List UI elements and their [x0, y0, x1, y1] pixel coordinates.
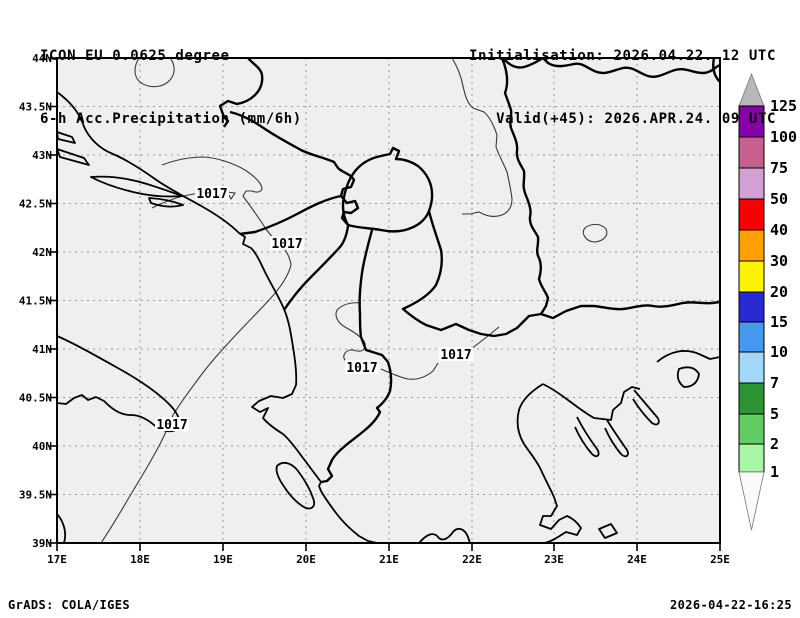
x-tick-label: 22E: [462, 553, 482, 566]
y-tick-label: 43N: [32, 149, 52, 162]
init-time: Initialisation: 2026.04.22. 12 UTC: [469, 48, 776, 64]
isobar-label: 1017: [156, 418, 187, 433]
isobar-label: 1017: [440, 348, 471, 363]
isobar-label: 1017: [271, 237, 302, 252]
creation-timestamp: 2026-04-22-16:25: [670, 598, 792, 612]
colorbar-segment: [738, 105, 765, 138]
colorbar-segment: [738, 198, 765, 231]
axis-ticks: [49, 57, 721, 551]
colorbar-segment: [738, 229, 765, 262]
colorbar-label: 125: [770, 97, 797, 115]
colorbar-label: 10: [770, 343, 788, 361]
colorbar-segment: [738, 260, 765, 293]
colorbar-label: 1: [770, 463, 779, 481]
grads-credit: GrADS: COLA/IGES: [8, 598, 130, 612]
y-tick-label: 42.5N: [19, 198, 52, 211]
isobar-label: 1017: [346, 361, 377, 376]
y-tick-label: 40N: [32, 440, 52, 453]
isobar-label: 1017: [196, 187, 227, 202]
x-axis-labels: 17E 18E 19E 20E 21E 22E 23E 24E 25E: [47, 553, 730, 566]
colorbar-segment: [738, 167, 765, 200]
country-borders: [218, 58, 720, 484]
x-tick-label: 21E: [379, 553, 399, 566]
model-title: ICON EU 0.0625 degree: [40, 48, 230, 64]
colorbar-label: 100: [770, 128, 797, 146]
grid-lines: [57, 58, 720, 543]
y-tick-label: 40.5N: [19, 392, 52, 405]
x-tick-label: 25E: [710, 553, 730, 566]
colorbar-segment: [738, 443, 765, 473]
colorbar-segment: [738, 291, 765, 323]
y-tick-label: 42N: [32, 246, 52, 259]
title-block: ICON EU 0.0625 degree 6-h Acc.Precipitat…: [40, 4, 302, 172]
y-tick-label: 41.5N: [19, 295, 52, 308]
colorbar-segment: [738, 413, 765, 445]
colorbar-segment: [738, 382, 765, 415]
coastlines: [57, 91, 720, 543]
colorbar-label: 7: [770, 374, 779, 392]
colorbar-label: 50: [770, 190, 788, 208]
colorbar-segment: [738, 351, 765, 384]
valid-time: Valid(+45): 2026.APR.24. 09 UTC: [496, 111, 776, 127]
isobar-labels: 1017 1017 1017 1017 1017: [155, 186, 473, 433]
y-tick-label: 44N: [32, 52, 52, 65]
y-tick-label: 39N: [32, 537, 52, 550]
x-tick-label: 23E: [544, 553, 564, 566]
colorbar-label: 20: [770, 283, 788, 301]
colorbar-segment: [738, 136, 765, 169]
x-tick-label: 17E: [47, 553, 67, 566]
y-axis-labels: 44N 43.5N 43N 42.5N 42N 41.5N 41N 40.5N …: [19, 52, 52, 550]
run-info-block: Initialisation: 2026.04.22. 12 UTC Valid…: [469, 4, 776, 172]
colorbar-label: 5: [770, 405, 779, 423]
y-tick-label: 41N: [32, 343, 52, 356]
colorbar: 125 100 75 50 40 30 20 15 10 7 5 2 1: [738, 72, 797, 531]
x-tick-label: 20E: [296, 553, 316, 566]
colorbar-label: 75: [770, 159, 788, 177]
colorbar-underflow-arrow: [738, 471, 765, 531]
x-tick-label: 19E: [213, 553, 233, 566]
colorbar-segment: [738, 321, 765, 353]
colorbar-label: 40: [770, 221, 788, 239]
y-tick-label: 39.5N: [19, 489, 52, 502]
x-tick-label: 24E: [627, 553, 647, 566]
isobar-contours: [100, 58, 608, 543]
colorbar-label: 15: [770, 313, 788, 331]
product-title: 6-h Acc.Precipitation (mm/6h): [40, 111, 302, 127]
x-tick-label: 18E: [130, 553, 150, 566]
colorbar-label: 2: [770, 435, 779, 453]
colorbar-label: 30: [770, 252, 788, 270]
colorbar-labels: 125 100 75 50 40 30 20 15 10 7 5 2 1: [770, 97, 797, 481]
y-tick-label: 43.5N: [19, 101, 52, 114]
